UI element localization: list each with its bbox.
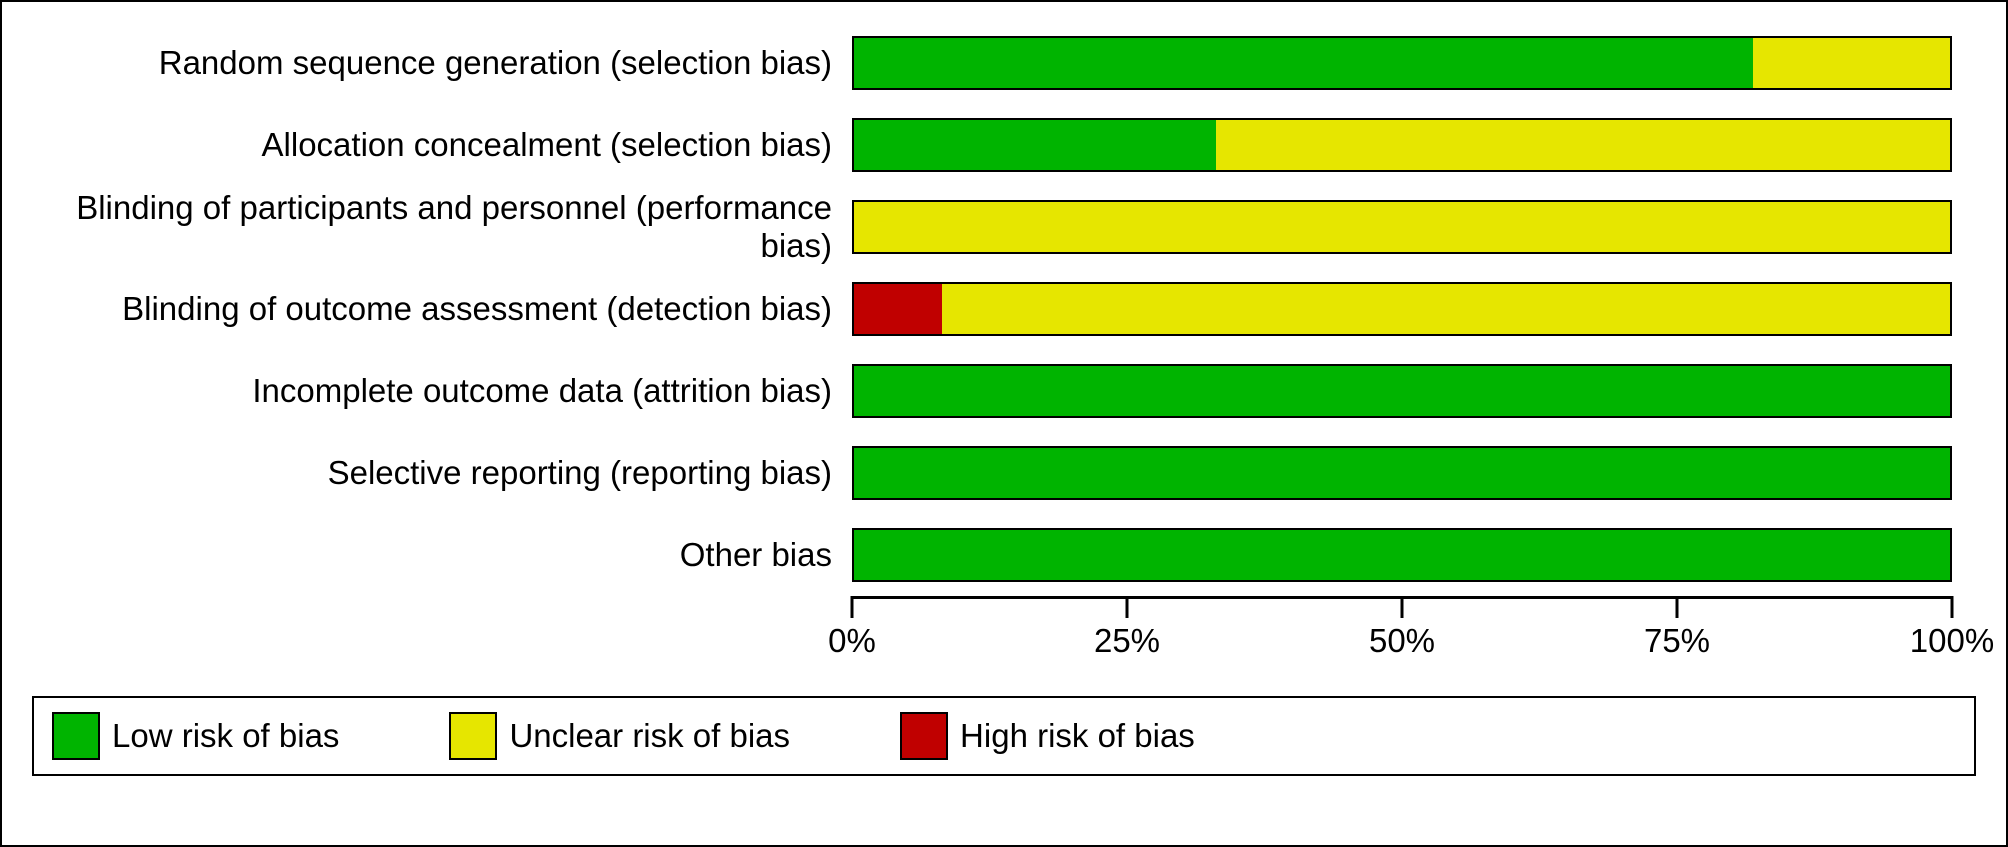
bar-row: Random sequence generation (selection bi… <box>32 22 1976 104</box>
legend: Low risk of bias Unclear risk of bias High… <box>32 696 1976 776</box>
bar-track <box>852 446 1952 500</box>
row-label: Incomplete outcome data (attrition bias) <box>32 372 852 410</box>
row-label: Selective reporting (reporting bias) <box>32 454 852 492</box>
bar-segment-low <box>854 38 1753 88</box>
risk-of-bias-chart: Random sequence generation (selection bi… <box>0 0 2008 847</box>
legend-swatch-high <box>900 712 948 760</box>
legend-item-unclear: Unclear risk of bias <box>449 712 790 760</box>
axis-tick-label: 0% <box>828 622 876 660</box>
bar-segment-low <box>854 448 1950 498</box>
axis-tick-label: 25% <box>1094 622 1160 660</box>
row-label: Other bias <box>32 536 852 574</box>
bar-row: Allocation concealment (selection bias) <box>32 104 1976 186</box>
row-label: Blinding of outcome assessment (detectio… <box>32 290 852 328</box>
axis-tick <box>1951 596 1954 618</box>
bar-track <box>852 118 1952 172</box>
chart-rows: Random sequence generation (selection bi… <box>32 22 1976 596</box>
axis-tick-label: 75% <box>1644 622 1710 660</box>
axis-tick-label: 100% <box>1910 622 1994 660</box>
bar-track <box>852 364 1952 418</box>
legend-swatch-low <box>52 712 100 760</box>
bar-row: Blinding of outcome assessment (detectio… <box>32 268 1976 350</box>
bar-segment-unclear <box>1753 38 1950 88</box>
bar-segment-low <box>854 366 1950 416</box>
legend-label: Unclear risk of bias <box>509 717 790 755</box>
bar-row: Blinding of participants and personnel (… <box>32 186 1976 268</box>
legend-item-high: High risk of bias <box>900 712 1195 760</box>
bar-segment-unclear <box>942 284 1950 334</box>
bar-segment-low <box>854 120 1216 170</box>
legend-item-low: Low risk of bias <box>52 712 339 760</box>
legend-label: Low risk of bias <box>112 717 339 755</box>
bar-track <box>852 36 1952 90</box>
bar-row: Selective reporting (reporting bias) <box>32 432 1976 514</box>
axis-tick <box>1676 596 1679 618</box>
bar-row: Incomplete outcome data (attrition bias) <box>32 350 1976 432</box>
axis-tick-label: 50% <box>1369 622 1435 660</box>
bar-segment-unclear <box>1216 120 1950 170</box>
axis-tick <box>851 596 854 618</box>
legend-swatch-unclear <box>449 712 497 760</box>
x-axis-row: 0%25%50%75%100% <box>32 596 1976 686</box>
row-label: Blinding of participants and personnel (… <box>32 189 852 265</box>
bar-segment-low <box>854 530 1950 580</box>
axis-tick <box>1401 596 1404 618</box>
bar-track <box>852 200 1952 254</box>
row-label: Random sequence generation (selection bi… <box>32 44 852 82</box>
bar-track <box>852 528 1952 582</box>
row-label: Allocation concealment (selection bias) <box>32 126 852 164</box>
x-axis: 0%25%50%75%100% <box>852 596 1952 666</box>
bar-segment-high <box>854 284 942 334</box>
bar-row: Other bias <box>32 514 1976 596</box>
legend-label: High risk of bias <box>960 717 1195 755</box>
bar-segment-unclear <box>854 202 1950 252</box>
axis-tick <box>1126 596 1129 618</box>
bar-track <box>852 282 1952 336</box>
